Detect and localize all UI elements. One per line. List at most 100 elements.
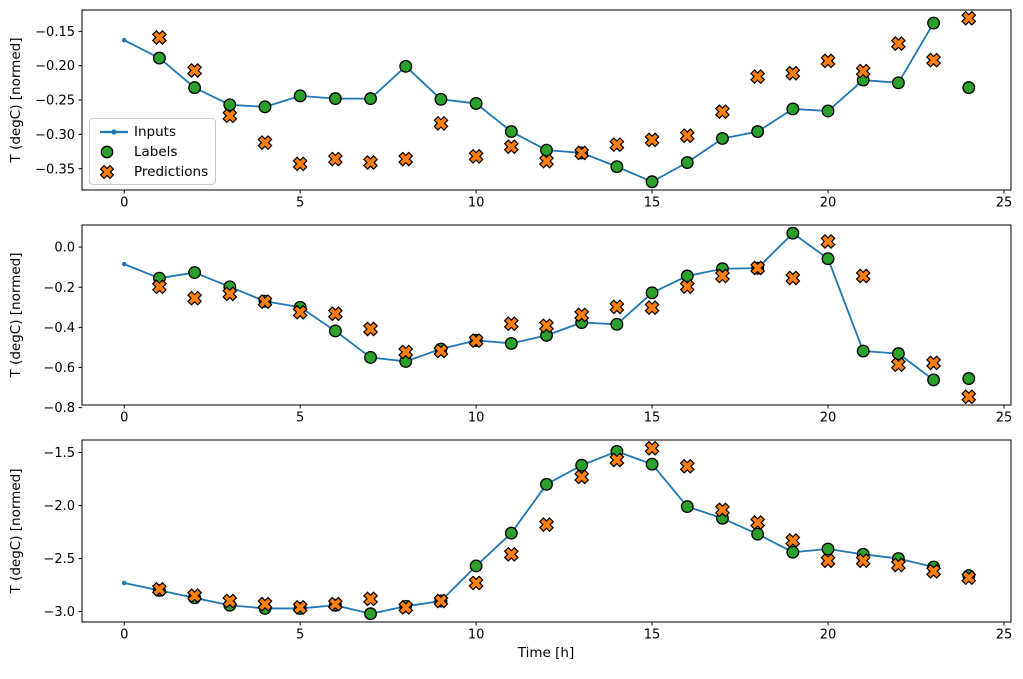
predictions-marker xyxy=(890,357,906,373)
labels-marker xyxy=(504,526,518,540)
predictions-marker xyxy=(926,52,942,68)
predictions-marker xyxy=(820,233,836,249)
predictions-marker xyxy=(503,546,519,562)
predictions-marker xyxy=(574,469,590,485)
predictions-marker xyxy=(679,279,695,295)
labels-marker xyxy=(680,269,694,283)
predictions-marker xyxy=(292,599,308,615)
predictions-marker xyxy=(363,591,379,607)
y-tick-label: −0.20 xyxy=(35,59,75,74)
x-tick-label: 0 xyxy=(120,628,128,643)
labels-marker xyxy=(927,16,941,30)
inputs-line xyxy=(124,450,934,615)
predictions-marker xyxy=(785,533,801,549)
predictions-marker xyxy=(750,69,766,85)
predictions-marker xyxy=(151,279,167,295)
x-tick-label: 20 xyxy=(820,196,837,211)
y-axis-label-subplot-2: T (degC) [normed] xyxy=(8,252,24,378)
labels-marker xyxy=(645,286,659,300)
predictions-marker xyxy=(539,318,554,334)
labels-marker xyxy=(364,607,378,621)
legend-item-labels: Labels xyxy=(99,142,215,162)
labels-marker xyxy=(821,252,835,266)
labels-marker xyxy=(645,175,659,189)
labels-marker xyxy=(434,92,448,106)
y-tick-label: 0.0 xyxy=(54,241,75,256)
inputs-line-icon xyxy=(99,125,132,139)
predictions-marker xyxy=(750,515,766,531)
subplot-3: 0 5 10 15 20 25 −3.0 −2.5 −2.0 −1.5 xyxy=(43,439,1013,643)
inputs-marker xyxy=(121,580,127,586)
labels-marker xyxy=(715,132,729,145)
labels-marker xyxy=(328,92,342,106)
predictions-marker xyxy=(785,270,801,286)
x-tick-label: 10 xyxy=(468,411,485,426)
labels-marker xyxy=(962,372,976,385)
predictions-marker-icon xyxy=(99,164,132,180)
predictions-marker xyxy=(890,36,906,52)
predictions-marker xyxy=(187,62,203,78)
predictions-marker xyxy=(890,557,906,573)
predictions-marker xyxy=(714,104,730,120)
y-tick-label: −0.4 xyxy=(43,321,75,336)
x-tick-label: 15 xyxy=(644,196,661,211)
predictions-marker xyxy=(327,596,343,612)
predictions-marker xyxy=(398,599,414,615)
legend-item-predictions: Predictions xyxy=(99,162,215,182)
predictions-marker xyxy=(574,145,590,161)
x-tick-label: 10 xyxy=(468,628,485,643)
plot-frame xyxy=(81,439,1012,623)
inputs-line xyxy=(123,232,935,381)
y-tick-label: −0.2 xyxy=(43,281,75,296)
x-tick-label: 15 xyxy=(644,411,661,426)
predictions-marker xyxy=(257,596,273,612)
predictions-marker xyxy=(468,333,484,349)
x-tick-label: 5 xyxy=(296,628,304,643)
predictions-marker xyxy=(363,321,379,337)
legend-label-labels: Labels xyxy=(134,144,178,160)
x-tick-label: 5 xyxy=(296,411,304,426)
labels-marker xyxy=(786,545,800,559)
labels-marker xyxy=(258,100,272,114)
predictions-marker xyxy=(222,108,238,124)
predictions-marker xyxy=(644,440,660,456)
predictions-marker xyxy=(785,65,801,81)
predictions-marker xyxy=(222,593,238,609)
labels-marker xyxy=(364,92,378,106)
legend-label-predictions: Predictions xyxy=(134,164,209,180)
predictions-marker xyxy=(574,307,590,323)
labels-marker xyxy=(575,458,589,472)
predictions-marker xyxy=(222,286,238,302)
predictions-marker xyxy=(644,132,660,148)
labels-marker xyxy=(540,477,553,491)
labels-marker xyxy=(680,156,694,169)
y-axis-label-subplot-1: T (degC) [normed] xyxy=(8,37,24,163)
y-tick-label: −0.8 xyxy=(43,401,75,416)
predictions-marker xyxy=(961,570,977,586)
y-tick-label: −3.0 xyxy=(43,605,75,620)
labels-marker xyxy=(786,226,800,240)
x-tick-label: 25 xyxy=(996,628,1013,643)
labels-marker xyxy=(540,143,553,157)
predictions-marker xyxy=(855,553,871,569)
legend-item-inputs: Inputs xyxy=(99,122,215,142)
predictions-marker xyxy=(187,588,203,604)
labels-marker xyxy=(504,336,518,350)
predictions-marker xyxy=(714,268,730,284)
labels-marker xyxy=(786,102,800,116)
y-tick-label: −0.35 xyxy=(35,162,75,177)
plot-frame xyxy=(81,224,1012,406)
predictions-marker xyxy=(187,290,203,306)
labels-marker xyxy=(821,542,835,556)
y-tick-label: −1.5 xyxy=(43,446,75,461)
predictions-marker xyxy=(433,115,449,131)
subplot-1: 0 5 10 15 20 25 −0.35 −0.30 −0.25 −0.20 −0.15 xyxy=(35,9,1012,211)
predictions-marker xyxy=(539,153,554,169)
x-tick-label: 5 xyxy=(296,196,304,211)
predictions-marker xyxy=(855,268,871,284)
labels-marker xyxy=(962,81,976,95)
x-tick-label: 15 xyxy=(644,628,661,643)
predictions-marker xyxy=(433,593,449,609)
